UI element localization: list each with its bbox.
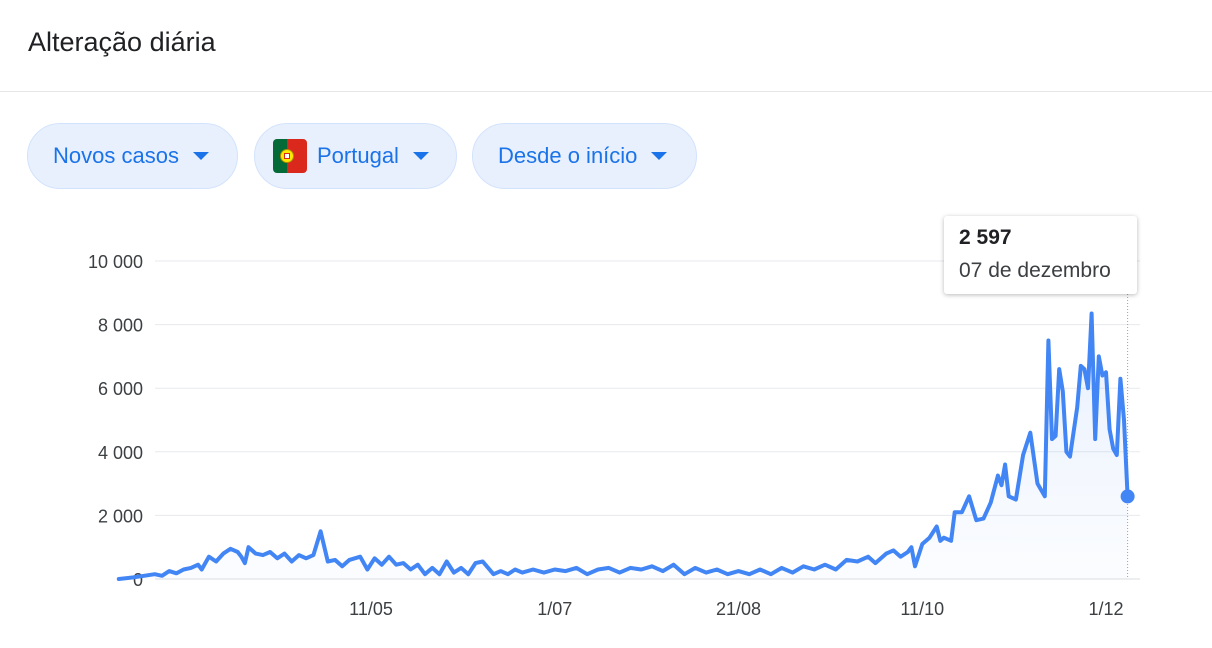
y-tick-label: 8 000 bbox=[98, 316, 143, 336]
x-tick-label: 1/07 bbox=[537, 599, 572, 619]
highlight-point bbox=[1120, 489, 1135, 504]
chevron-down-icon bbox=[192, 152, 209, 160]
series-area bbox=[118, 313, 1128, 579]
tooltip-value: 2 597 bbox=[959, 226, 1012, 249]
y-tick-label: 4 000 bbox=[98, 443, 143, 463]
tooltip-date: 07 de dezembro bbox=[959, 259, 1111, 282]
x-tick-label: 1/12 bbox=[1088, 599, 1123, 619]
daily-cases-chart[interactable]: 0 2 000 4 000 6 000 8 000 10 000 11/05 1/07 21/0… bbox=[0, 200, 1212, 640]
x-tick-label: 11/05 bbox=[349, 599, 393, 619]
location-dropdown[interactable]: Portugal bbox=[254, 123, 457, 189]
metric-dropdown-label: Novos casos bbox=[53, 143, 179, 168]
y-tick-label: 2 000 bbox=[98, 506, 143, 526]
chart-tooltip: 2 597 07 de dezembro bbox=[944, 216, 1137, 294]
chevron-down-icon bbox=[412, 152, 429, 160]
timerange-dropdown[interactable]: Desde o início bbox=[472, 123, 697, 189]
y-tick-label: 6 000 bbox=[98, 379, 143, 399]
y-tick-label: 0 bbox=[133, 570, 143, 590]
series-line bbox=[116, 311, 1130, 581]
location-dropdown-label: Portugal bbox=[317, 143, 399, 168]
portugal-flag-icon bbox=[273, 139, 307, 173]
header: Alteração diária bbox=[0, 0, 1212, 92]
x-tick-label: 21/08 bbox=[716, 599, 761, 619]
page-title: Alteração diária bbox=[28, 27, 216, 57]
timerange-dropdown-label: Desde o início bbox=[498, 143, 638, 168]
x-tick-label: 11/10 bbox=[900, 599, 944, 619]
metric-dropdown[interactable]: Novos casos bbox=[27, 123, 238, 189]
chevron-down-icon bbox=[651, 152, 668, 160]
y-tick-label: 10 000 bbox=[88, 252, 143, 272]
